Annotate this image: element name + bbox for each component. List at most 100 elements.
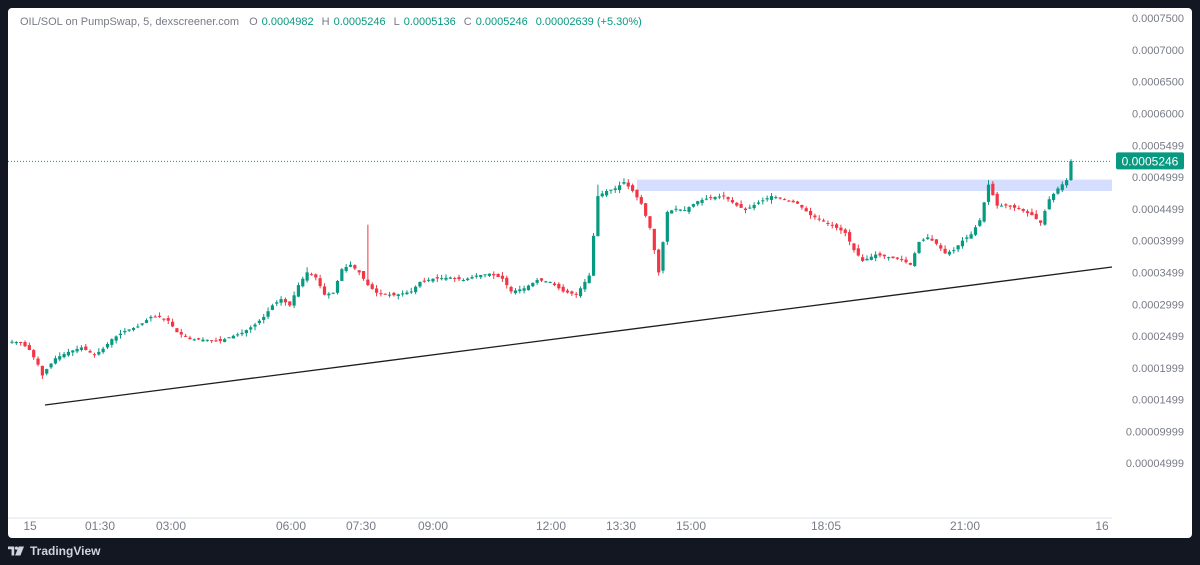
candle[interactable] — [305, 267, 309, 283]
candle[interactable] — [431, 278, 435, 283]
candle[interactable] — [691, 203, 695, 208]
candle[interactable] — [618, 181, 622, 194]
candle[interactable] — [817, 215, 821, 222]
candle[interactable] — [1052, 192, 1056, 203]
candle[interactable] — [136, 323, 140, 329]
candle[interactable] — [535, 277, 539, 285]
candle[interactable] — [591, 232, 596, 277]
candle[interactable] — [444, 274, 448, 282]
candle[interactable] — [700, 197, 704, 206]
candle[interactable] — [513, 288, 518, 295]
candle[interactable] — [322, 283, 327, 296]
candle[interactable] — [835, 222, 839, 231]
candle[interactable] — [301, 276, 305, 288]
candle[interactable] — [10, 339, 14, 344]
candle[interactable] — [778, 197, 782, 200]
candle[interactable] — [765, 195, 769, 202]
candle[interactable] — [604, 189, 609, 198]
candle[interactable] — [865, 255, 869, 261]
candle[interactable] — [821, 218, 826, 222]
candle[interactable] — [144, 318, 149, 324]
candle[interactable] — [813, 213, 817, 220]
candle[interactable] — [127, 329, 131, 332]
candle[interactable] — [1034, 210, 1038, 220]
candle[interactable] — [743, 207, 748, 214]
candle[interactable] — [596, 184, 600, 237]
candle[interactable] — [878, 251, 882, 258]
candle[interactable] — [887, 256, 891, 261]
candle[interactable] — [466, 277, 470, 282]
tradingview-logo-icon[interactable] — [8, 546, 24, 556]
candle[interactable] — [118, 329, 123, 339]
candle[interactable] — [218, 336, 222, 344]
candle[interactable] — [930, 235, 934, 241]
candle[interactable] — [84, 343, 88, 351]
candle[interactable] — [170, 318, 175, 328]
candle[interactable] — [557, 282, 561, 291]
candle[interactable] — [205, 339, 209, 342]
candle[interactable] — [800, 204, 804, 210]
candle[interactable] — [244, 329, 248, 337]
candle[interactable] — [869, 253, 873, 261]
candle[interactable] — [422, 277, 426, 283]
candle[interactable] — [201, 337, 205, 342]
candle[interactable] — [405, 290, 409, 295]
candle[interactable] — [88, 349, 92, 353]
candle[interactable] — [999, 203, 1004, 207]
candle[interactable] — [149, 315, 153, 322]
candle[interactable] — [622, 178, 626, 185]
candle[interactable] — [583, 278, 587, 292]
candle[interactable] — [756, 200, 761, 205]
candle[interactable] — [32, 349, 36, 360]
candle[interactable] — [370, 282, 374, 290]
candle[interactable] — [348, 261, 353, 268]
candle[interactable] — [62, 351, 66, 359]
candle[interactable] — [852, 243, 856, 253]
time-axis[interactable]: 15 01:30 03:00 06:00 07:30 09:00 12:00 13:30 15:… — [8, 517, 1112, 533]
candle[interactable] — [105, 342, 110, 350]
candle[interactable] — [131, 327, 136, 332]
candle[interactable] — [644, 202, 648, 218]
candle[interactable] — [175, 327, 179, 333]
candle[interactable] — [500, 271, 505, 282]
candle[interactable] — [58, 352, 62, 362]
candle[interactable] — [1060, 181, 1064, 193]
candle[interactable] — [361, 270, 366, 281]
resistance-zone[interactable] — [637, 179, 1112, 191]
candle[interactable] — [895, 257, 899, 261]
candle[interactable] — [366, 224, 370, 287]
candle[interactable] — [314, 273, 318, 281]
candle[interactable] — [574, 292, 578, 298]
candle[interactable] — [427, 277, 431, 283]
candle[interactable] — [396, 293, 400, 300]
candle[interactable] — [578, 286, 583, 298]
candle[interactable] — [153, 314, 157, 318]
candle[interactable] — [856, 244, 860, 257]
candle[interactable] — [292, 291, 296, 309]
candle[interactable] — [374, 285, 379, 297]
candle[interactable] — [483, 274, 487, 278]
candle[interactable] — [1012, 203, 1017, 211]
candle[interactable] — [92, 352, 97, 358]
candle[interactable] — [340, 267, 344, 282]
candle[interactable] — [561, 284, 565, 293]
candle[interactable] — [587, 272, 591, 284]
candle[interactable] — [1025, 209, 1030, 217]
candle[interactable] — [66, 348, 71, 357]
candle[interactable] — [71, 350, 75, 357]
candle[interactable] — [223, 337, 227, 343]
candle[interactable] — [808, 207, 813, 219]
candle[interactable] — [487, 273, 491, 278]
candle[interactable] — [843, 228, 847, 237]
candle[interactable] — [670, 209, 674, 214]
candle[interactable] — [570, 290, 574, 296]
candle[interactable] — [531, 282, 535, 288]
candle[interactable] — [726, 196, 730, 202]
candle[interactable] — [197, 337, 201, 341]
candle[interactable] — [231, 334, 235, 339]
candle[interactable] — [973, 225, 978, 237]
candle[interactable] — [257, 319, 261, 325]
candle[interactable] — [114, 335, 118, 344]
candle[interactable] — [509, 285, 513, 294]
candle[interactable] — [986, 180, 991, 205]
